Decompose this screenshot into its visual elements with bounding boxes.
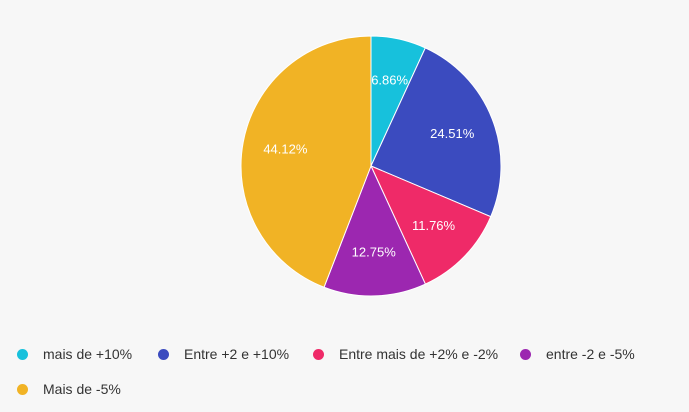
legend-dot-icon — [17, 383, 28, 395]
pie-slice[interactable] — [240, 35, 372, 288]
legend-item-entre-2-e-10[interactable]: Entre +2 e +10% — [158, 346, 289, 362]
pie-slice[interactable] — [323, 164, 427, 297]
legend-item-entre-menos-2-e-menos-5[interactable]: entre -2 e -5% — [520, 346, 635, 362]
legend-dot-icon — [313, 348, 324, 360]
pie-slice-label: 44.12% — [263, 141, 308, 156]
legend-dot-icon — [158, 348, 169, 360]
pie-slice-label: 24.51% — [430, 126, 475, 141]
legend-item-mais-de-menos-5[interactable]: Mais de -5% — [17, 381, 121, 397]
pie-slices — [240, 35, 502, 297]
pie-slice[interactable] — [370, 47, 502, 218]
pie-slice-label: 6.86% — [371, 72, 408, 87]
legend-label: Entre mais de +2% e -2% — [339, 346, 499, 362]
pie-slice-label: 11.76% — [412, 218, 456, 233]
legend-label: Entre +2 e +10% — [184, 346, 290, 362]
legend-item-entre-mais-de-2-e-menos-2[interactable]: Entre mais de +2% e -2% — [313, 346, 498, 362]
legend-label: entre -2 e -5% — [546, 346, 635, 362]
pie-slice[interactable] — [370, 165, 492, 285]
legend-dot-icon — [520, 348, 531, 360]
pie-slice-labels: 6.86% 24.51% 11.76% 12.75% 44.12% — [263, 72, 474, 259]
legend-item-mais-de-10[interactable]: mais de +10% — [17, 346, 132, 362]
legend-label: mais de +10% — [43, 346, 133, 362]
legend-label: Mais de -5% — [43, 381, 121, 397]
legend-dot-icon — [17, 348, 28, 360]
pie-slice-label: 12.75% — [352, 244, 397, 259]
